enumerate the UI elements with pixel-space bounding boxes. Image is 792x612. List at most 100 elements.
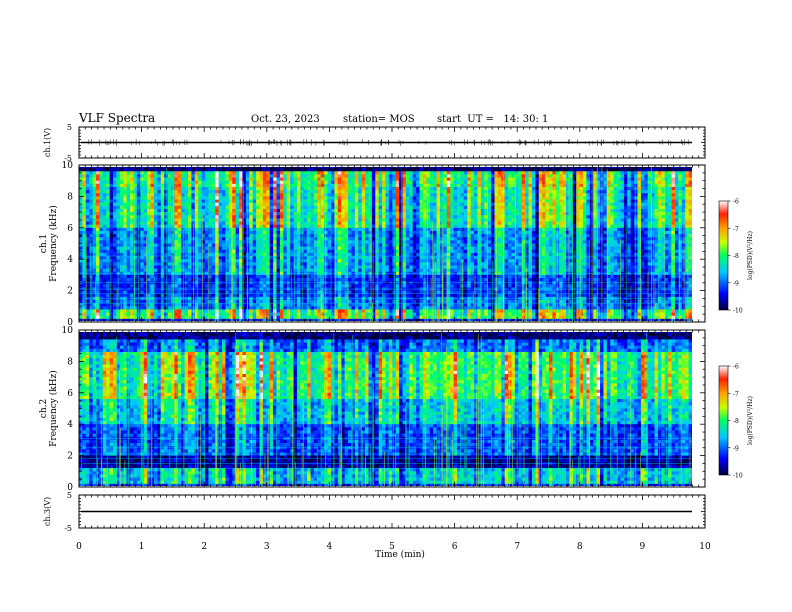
spectrogram-cell (372, 244, 376, 248)
spectrogram-cell (338, 240, 342, 244)
spectrogram-cell (512, 247, 516, 251)
spectrogram-cell (477, 240, 481, 244)
spectrogram-cell (481, 218, 485, 222)
spectrogram-cell (512, 218, 516, 222)
spectrogram-cell (368, 231, 372, 235)
spectrogram-cell (454, 206, 458, 210)
spectrogram-cell (113, 250, 117, 254)
spectrogram-cell (443, 209, 447, 213)
spectrogram-cell (409, 184, 413, 188)
spectrogram-cell (259, 165, 263, 169)
spectrogram-cell (474, 174, 478, 178)
spectrogram-cell (675, 215, 679, 219)
spectrogram-cell (120, 244, 124, 248)
spectrogram-cell (232, 178, 236, 182)
spectrogram-cell (113, 222, 117, 226)
spectrogram-cell (324, 215, 328, 219)
spectrogram-cell (266, 181, 270, 185)
spectrogram-cell (222, 168, 226, 172)
spectrogram-cell (304, 206, 308, 210)
spectrogram-cell (253, 181, 257, 185)
spectrogram-cell (195, 234, 199, 238)
spectrogram-cell (379, 171, 383, 175)
spectrogram-cell (144, 190, 148, 194)
spectrogram-cell (263, 222, 267, 226)
spectrogram-cell (123, 225, 127, 229)
spectrogram-cell (508, 231, 512, 235)
spectrogram-cell (590, 218, 594, 222)
spectrogram-cell (249, 240, 253, 244)
spectrogram-cell (382, 187, 386, 191)
spectrogram-cell (375, 228, 379, 232)
spectrogram-cell (661, 218, 665, 222)
spectrogram-cell (474, 209, 478, 213)
spectrogram-cell (314, 212, 318, 216)
spectrogram-cell (321, 250, 325, 254)
spectrogram-cell (447, 222, 451, 226)
spectrogram-cell (396, 190, 400, 194)
spectrogram-cell (283, 193, 287, 197)
spectrogram-cell (127, 240, 131, 244)
spectrogram-cell (79, 190, 83, 194)
spectrogram-cell (96, 187, 100, 191)
spectrogram-cell (423, 200, 427, 204)
spectrogram-cell (634, 178, 638, 182)
spectrogram-cell (355, 171, 359, 175)
spectrogram-cell (488, 174, 492, 178)
spectrogram-cell (154, 171, 158, 175)
spectrogram-cell (188, 250, 192, 254)
spectrogram-cell (168, 228, 172, 232)
spectrogram-cell (403, 231, 407, 235)
spectrogram-cell (576, 196, 580, 200)
spectrogram-cell (307, 178, 311, 182)
spectrogram-cell (270, 212, 274, 216)
spectrogram-cell (287, 184, 291, 188)
spectrogram-cell (273, 234, 277, 238)
spectrogram-cell (477, 209, 481, 213)
spectrogram-cell (93, 190, 97, 194)
spectrogram-cell (242, 218, 246, 222)
spectrogram-cell (205, 178, 209, 182)
spectrogram-cell (178, 218, 182, 222)
spectrogram-cell (460, 228, 464, 232)
spectrogram-cell (610, 215, 614, 219)
spectrogram-cell (110, 228, 114, 232)
spectrogram-cell (171, 168, 175, 172)
spectrogram-cell (590, 234, 594, 238)
spectrogram-cell (358, 168, 362, 172)
spectrogram-cell (631, 218, 635, 222)
spectrogram-cell (648, 244, 652, 248)
spectrogram-cell (413, 165, 417, 169)
spectrogram-cell (423, 212, 427, 216)
spectrogram-cell (79, 237, 83, 241)
spectrogram-cell (610, 212, 614, 216)
spectrogram-cell (259, 237, 263, 241)
spectrogram-cell (130, 218, 134, 222)
spectrogram-cell (488, 231, 492, 235)
spectrogram-cell (392, 190, 396, 194)
spectrogram-cell (365, 196, 369, 200)
spectrogram-cell (79, 168, 83, 172)
spectrogram-cell (161, 187, 165, 191)
spectrogram-cell (382, 228, 386, 232)
spectrogram-cell (498, 171, 502, 175)
spectrogram-cell (181, 181, 185, 185)
spectrogram-cell (454, 203, 458, 207)
spectrogram-cell (508, 196, 512, 200)
spectrogram-cell (338, 237, 342, 241)
spectrogram-cell (273, 196, 277, 200)
spectrogram-cell (277, 171, 281, 175)
spectrogram-cell (130, 203, 134, 207)
spectrogram-cell (151, 168, 155, 172)
spectrogram-cell (229, 203, 233, 207)
spectrogram-cell (672, 247, 676, 251)
spectrogram-cell (113, 171, 117, 175)
spectrogram-cell (202, 200, 206, 204)
spectrogram-cell (627, 237, 631, 241)
spectrogram-cell (362, 225, 366, 229)
spectrogram-cell (348, 231, 352, 235)
spectrogram-cell (539, 206, 543, 210)
spectrogram-cell (222, 209, 226, 213)
spectrogram-cell (161, 237, 165, 241)
spectrogram-cell (215, 174, 219, 178)
